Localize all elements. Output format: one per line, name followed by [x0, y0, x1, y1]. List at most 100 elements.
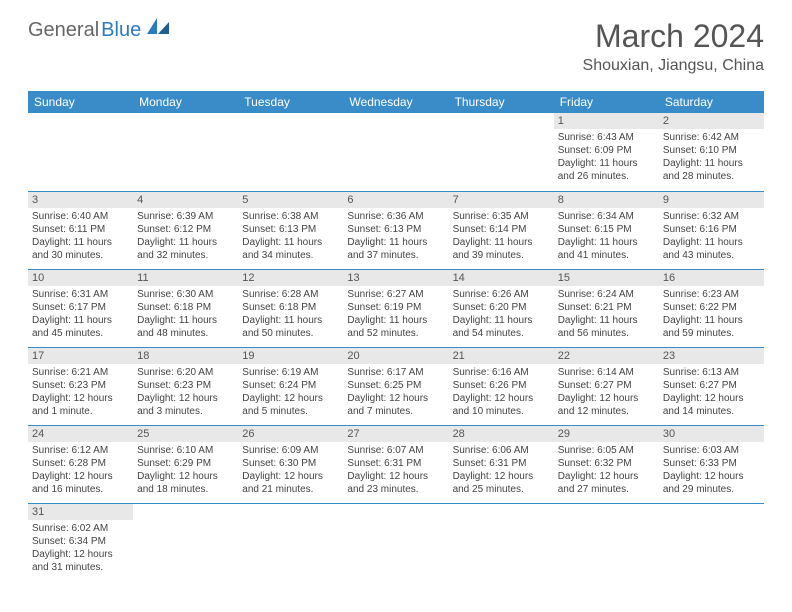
sunrise-text: Sunrise: 6:13 AM: [663, 366, 760, 379]
sunset-text: Sunset: 6:18 PM: [137, 301, 234, 314]
sunrise-text: Sunrise: 6:19 AM: [242, 366, 339, 379]
sunrise-text: Sunrise: 6:24 AM: [558, 288, 655, 301]
sunrise-text: Sunrise: 6:42 AM: [663, 131, 760, 144]
day-cell: 23Sunrise: 6:13 AMSunset: 6:27 PMDayligh…: [659, 347, 764, 425]
sunset-text: Sunset: 6:23 PM: [32, 379, 129, 392]
sunrise-text: Sunrise: 6:26 AM: [453, 288, 550, 301]
day-number: 12: [238, 270, 343, 286]
empty-cell: [449, 113, 554, 191]
sunset-text: Sunset: 6:26 PM: [453, 379, 550, 392]
day-number: 21: [449, 348, 554, 364]
sunrise-text: Sunrise: 6:07 AM: [347, 444, 444, 457]
sunset-text: Sunset: 6:10 PM: [663, 144, 760, 157]
day-number: 14: [449, 270, 554, 286]
day-header-row: SundayMondayTuesdayWednesdayThursdayFrid…: [28, 91, 764, 113]
day-cell: 18Sunrise: 6:20 AMSunset: 6:23 PMDayligh…: [133, 347, 238, 425]
daylight-text: Daylight: 12 hours and 3 minutes.: [137, 392, 234, 418]
day-cell: 25Sunrise: 6:10 AMSunset: 6:29 PMDayligh…: [133, 425, 238, 503]
daylight-text: Daylight: 11 hours and 48 minutes.: [137, 314, 234, 340]
day-cell: 26Sunrise: 6:09 AMSunset: 6:30 PMDayligh…: [238, 425, 343, 503]
sunset-text: Sunset: 6:20 PM: [453, 301, 550, 314]
sunset-text: Sunset: 6:30 PM: [242, 457, 339, 470]
day-number: 2: [659, 113, 764, 129]
day-number: 10: [28, 270, 133, 286]
sunset-text: Sunset: 6:13 PM: [347, 223, 444, 236]
sunrise-text: Sunrise: 6:06 AM: [453, 444, 550, 457]
empty-cell: [554, 503, 659, 581]
empty-cell: [238, 503, 343, 581]
daylight-text: Daylight: 11 hours and 59 minutes.: [663, 314, 760, 340]
day-cell: 1Sunrise: 6:43 AMSunset: 6:09 PMDaylight…: [554, 113, 659, 191]
daylight-text: Daylight: 11 hours and 34 minutes.: [242, 236, 339, 262]
day-number: 15: [554, 270, 659, 286]
day-cell: 2 Sunrise: 6:42 AMSunset: 6:10 PMDaylight…: [659, 113, 764, 191]
daylight-text: Daylight: 11 hours and 41 minutes.: [558, 236, 655, 262]
empty-cell: [28, 113, 133, 191]
daylight-text: Daylight: 11 hours and 54 minutes.: [453, 314, 550, 340]
daylight-text: Daylight: 11 hours and 28 minutes.: [663, 157, 760, 183]
sunset-text: Sunset: 6:31 PM: [453, 457, 550, 470]
day-cell: 24Sunrise: 6:12 AMSunset: 6:28 PMDayligh…: [28, 425, 133, 503]
daylight-text: Daylight: 11 hours and 39 minutes.: [453, 236, 550, 262]
daylight-text: Daylight: 12 hours and 29 minutes.: [663, 470, 760, 496]
day-cell: 22Sunrise: 6:14 AMSunset: 6:27 PMDayligh…: [554, 347, 659, 425]
sunset-text: Sunset: 6:21 PM: [558, 301, 655, 314]
sunset-text: Sunset: 6:09 PM: [558, 144, 655, 157]
sunrise-text: Sunrise: 6:39 AM: [137, 210, 234, 223]
day-cell: 15Sunrise: 6:24 AMSunset: 6:21 PMDayligh…: [554, 269, 659, 347]
day-number: 3: [28, 192, 133, 208]
empty-cell: [343, 113, 448, 191]
sunset-text: Sunset: 6:25 PM: [347, 379, 444, 392]
calendar-body: 1Sunrise: 6:43 AMSunset: 6:09 PMDaylight…: [28, 113, 764, 581]
day-number: 27: [343, 426, 448, 442]
sunset-text: Sunset: 6:22 PM: [663, 301, 760, 314]
day-cell: 9Sunrise: 6:32 AMSunset: 6:16 PMDaylight…: [659, 191, 764, 269]
daylight-text: Daylight: 12 hours and 5 minutes.: [242, 392, 339, 418]
sunrise-text: Sunrise: 6:02 AM: [32, 522, 129, 535]
day-cell: 8Sunrise: 6:34 AMSunset: 6:15 PMDaylight…: [554, 191, 659, 269]
daylight-text: Daylight: 11 hours and 52 minutes.: [347, 314, 444, 340]
daylight-text: Daylight: 11 hours and 50 minutes.: [242, 314, 339, 340]
daylight-text: Daylight: 11 hours and 37 minutes.: [347, 236, 444, 262]
sunrise-text: Sunrise: 6:34 AM: [558, 210, 655, 223]
logo-sail-icon: [147, 18, 169, 34]
sunset-text: Sunset: 6:34 PM: [32, 535, 129, 548]
day-header: Saturday: [659, 91, 764, 113]
day-number: 5: [238, 192, 343, 208]
empty-cell: [133, 503, 238, 581]
day-number: 28: [449, 426, 554, 442]
day-number: 30: [659, 426, 764, 442]
daylight-text: Daylight: 11 hours and 43 minutes.: [663, 236, 760, 262]
sunrise-text: Sunrise: 6:17 AM: [347, 366, 444, 379]
day-cell: 31Sunrise: 6:02 AMSunset: 6:34 PMDayligh…: [28, 503, 133, 581]
sunset-text: Sunset: 6:14 PM: [453, 223, 550, 236]
day-cell: 7Sunrise: 6:35 AMSunset: 6:14 PMDaylight…: [449, 191, 554, 269]
sunrise-text: Sunrise: 6:40 AM: [32, 210, 129, 223]
day-number: 4: [133, 192, 238, 208]
day-cell: 4Sunrise: 6:39 AMSunset: 6:12 PMDaylight…: [133, 191, 238, 269]
empty-cell: [238, 113, 343, 191]
day-cell: 30Sunrise: 6:03 AMSunset: 6:33 PMDayligh…: [659, 425, 764, 503]
day-header: Sunday: [28, 91, 133, 113]
sunset-text: Sunset: 6:17 PM: [32, 301, 129, 314]
sunset-text: Sunset: 6:28 PM: [32, 457, 129, 470]
empty-cell: [343, 503, 448, 581]
day-number: 25: [133, 426, 238, 442]
day-number: 8: [554, 192, 659, 208]
daylight-text: Daylight: 12 hours and 14 minutes.: [663, 392, 760, 418]
sunrise-text: Sunrise: 6:05 AM: [558, 444, 655, 457]
day-number: 11: [133, 270, 238, 286]
sunrise-text: Sunrise: 6:30 AM: [137, 288, 234, 301]
sunrise-text: Sunrise: 6:23 AM: [663, 288, 760, 301]
calendar-row: 1Sunrise: 6:43 AMSunset: 6:09 PMDaylight…: [28, 113, 764, 191]
sunset-text: Sunset: 6:32 PM: [558, 457, 655, 470]
day-header: Friday: [554, 91, 659, 113]
calendar-row: 10Sunrise: 6:31 AMSunset: 6:17 PMDayligh…: [28, 269, 764, 347]
day-cell: 10Sunrise: 6:31 AMSunset: 6:17 PMDayligh…: [28, 269, 133, 347]
day-number: 22: [554, 348, 659, 364]
month-title: March 2024: [583, 18, 764, 55]
calendar-row: 31Sunrise: 6:02 AMSunset: 6:34 PMDayligh…: [28, 503, 764, 581]
sunrise-text: Sunrise: 6:14 AM: [558, 366, 655, 379]
day-number: 19: [238, 348, 343, 364]
location-text: Shouxian, Jiangsu, China: [583, 57, 764, 75]
